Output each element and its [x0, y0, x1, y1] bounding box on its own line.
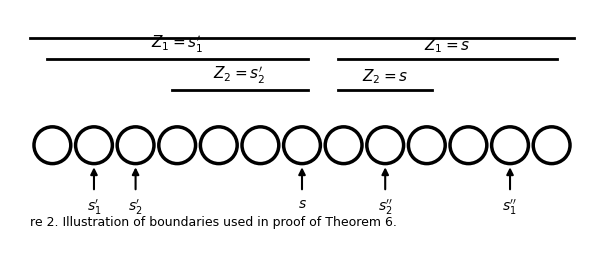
- Text: re 2. Illustration of boundaries used in proof of Theorem 6.: re 2. Illustration of boundaries used in…: [30, 216, 396, 229]
- Text: $Z_2 = s$: $Z_2 = s$: [362, 67, 408, 86]
- Text: $s_2'$: $s_2'$: [129, 197, 143, 217]
- Text: $Z_1 = s$: $Z_1 = s$: [425, 37, 471, 55]
- Text: $s_1''$: $s_1''$: [503, 197, 518, 217]
- Text: $s$: $s$: [298, 197, 306, 211]
- Text: $s_2''$: $s_2''$: [378, 197, 393, 217]
- Text: $Z_1 = s_1'$: $Z_1 = s_1'$: [151, 34, 204, 55]
- Text: $s_1'$: $s_1'$: [87, 197, 101, 217]
- Text: $Z_2 = s_2'$: $Z_2 = s_2'$: [213, 65, 266, 86]
